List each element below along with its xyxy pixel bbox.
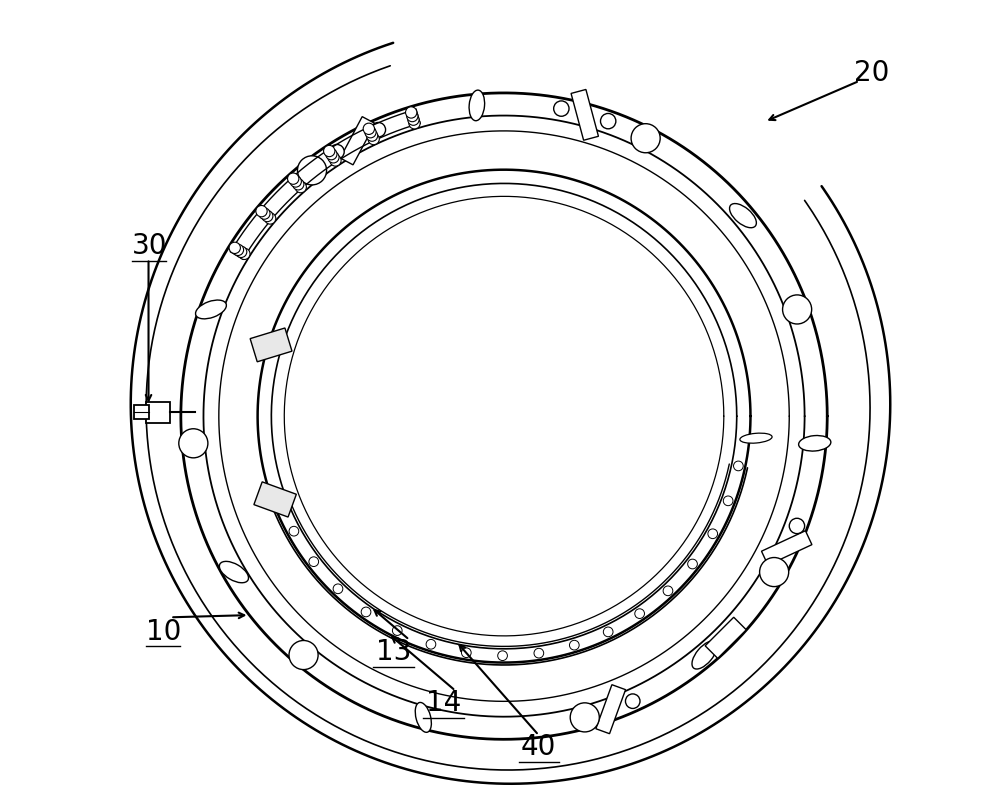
Polygon shape bbox=[340, 116, 375, 165]
Ellipse shape bbox=[554, 101, 569, 116]
Text: 30: 30 bbox=[132, 233, 168, 260]
Ellipse shape bbox=[581, 710, 596, 725]
Ellipse shape bbox=[740, 433, 772, 444]
Circle shape bbox=[392, 625, 402, 635]
Ellipse shape bbox=[799, 436, 831, 451]
Ellipse shape bbox=[196, 300, 226, 319]
Circle shape bbox=[783, 295, 812, 324]
Text: 20: 20 bbox=[854, 59, 889, 86]
Circle shape bbox=[326, 149, 337, 160]
Circle shape bbox=[366, 130, 378, 141]
Circle shape bbox=[723, 496, 733, 506]
Polygon shape bbox=[571, 90, 598, 141]
Circle shape bbox=[290, 176, 301, 187]
Circle shape bbox=[229, 242, 240, 254]
Circle shape bbox=[368, 133, 379, 145]
Circle shape bbox=[688, 559, 697, 569]
Circle shape bbox=[256, 205, 267, 217]
Text: 10: 10 bbox=[146, 618, 181, 646]
Ellipse shape bbox=[789, 518, 805, 533]
Polygon shape bbox=[250, 328, 292, 362]
Circle shape bbox=[361, 607, 371, 617]
Ellipse shape bbox=[730, 204, 756, 228]
Circle shape bbox=[426, 639, 436, 649]
Ellipse shape bbox=[692, 641, 717, 669]
Circle shape bbox=[288, 173, 299, 184]
Circle shape bbox=[297, 156, 327, 185]
Circle shape bbox=[408, 114, 419, 125]
Circle shape bbox=[363, 123, 374, 134]
Circle shape bbox=[179, 429, 208, 458]
Circle shape bbox=[409, 118, 420, 129]
Circle shape bbox=[328, 152, 339, 163]
Circle shape bbox=[407, 111, 418, 122]
Circle shape bbox=[365, 127, 376, 138]
Circle shape bbox=[324, 145, 335, 157]
Circle shape bbox=[734, 461, 743, 471]
Circle shape bbox=[663, 586, 673, 595]
Circle shape bbox=[631, 124, 660, 153]
Text: 40: 40 bbox=[521, 734, 556, 761]
Circle shape bbox=[569, 640, 579, 650]
Circle shape bbox=[235, 246, 247, 258]
Bar bbox=[146, 402, 170, 423]
Ellipse shape bbox=[625, 694, 640, 709]
Polygon shape bbox=[761, 531, 812, 565]
Circle shape bbox=[534, 648, 544, 658]
Circle shape bbox=[239, 248, 250, 259]
Circle shape bbox=[570, 703, 599, 732]
Circle shape bbox=[461, 648, 471, 658]
Circle shape bbox=[264, 213, 276, 224]
Circle shape bbox=[708, 529, 718, 539]
Circle shape bbox=[309, 557, 319, 566]
Bar bbox=[134, 405, 149, 419]
Ellipse shape bbox=[769, 562, 784, 578]
Circle shape bbox=[259, 208, 270, 219]
Circle shape bbox=[760, 558, 789, 587]
Circle shape bbox=[262, 210, 273, 221]
Circle shape bbox=[293, 179, 304, 190]
Text: 13: 13 bbox=[376, 638, 411, 666]
Ellipse shape bbox=[415, 702, 431, 732]
Circle shape bbox=[635, 608, 644, 618]
Circle shape bbox=[406, 107, 417, 118]
Circle shape bbox=[333, 584, 343, 594]
Polygon shape bbox=[705, 617, 746, 659]
Ellipse shape bbox=[371, 123, 386, 137]
Polygon shape bbox=[596, 684, 626, 734]
Circle shape bbox=[498, 650, 507, 660]
Text: 14: 14 bbox=[426, 689, 461, 717]
Circle shape bbox=[289, 526, 299, 536]
Polygon shape bbox=[254, 482, 296, 517]
Circle shape bbox=[603, 627, 613, 637]
Circle shape bbox=[274, 493, 284, 503]
Ellipse shape bbox=[219, 562, 249, 583]
Ellipse shape bbox=[469, 90, 485, 120]
Circle shape bbox=[295, 182, 306, 193]
Circle shape bbox=[330, 155, 341, 166]
Ellipse shape bbox=[601, 113, 616, 128]
Circle shape bbox=[289, 641, 318, 670]
Ellipse shape bbox=[330, 145, 344, 159]
Circle shape bbox=[232, 244, 244, 255]
